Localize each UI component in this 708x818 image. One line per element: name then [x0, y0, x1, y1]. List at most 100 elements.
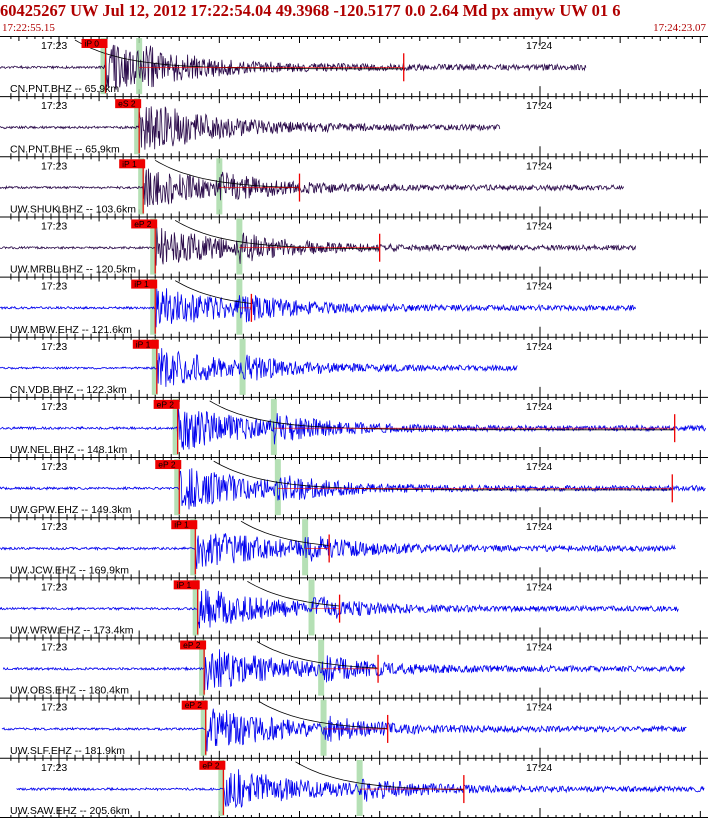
- pick-label: eP 2: [183, 640, 201, 650]
- waveform: [0, 288, 636, 328]
- s-window-band: [302, 519, 309, 576]
- start-time-label: 17:22:55.15: [2, 22, 55, 34]
- coda-curve: [74, 39, 404, 70]
- waveform: [1, 708, 687, 752]
- tick-label-1723: 17:23: [41, 401, 67, 413]
- p-window-band: [134, 98, 141, 155]
- end-time-label: 17:24:23.07: [653, 22, 706, 34]
- waveform: [2, 649, 686, 691]
- p-window-band: [150, 218, 157, 275]
- trace-panel: 17:23 17:24 eP 2 UW.NEL.EHZ -- 148.1km: [0, 396, 708, 458]
- pick-flag: [171, 520, 198, 530]
- trace-panel: 17:23 17:24 iP 1 UW.MBW.EHZ -- 121.6km: [0, 276, 708, 337]
- station-label: UW.SHUK.BHZ -- 103.6km: [10, 203, 136, 215]
- trace-panel: 17:23 17:24 eP 2 UW.SLF.EHZ -- 181.9km: [0, 697, 708, 758]
- s-window-band: [318, 639, 325, 696]
- trace-panel: 17:23 17:24 iP 1 CN.VDB.EHZ -- 122.3km: [0, 336, 708, 397]
- station-label: CN.PNT.BHZ -- 65.9km: [10, 83, 119, 95]
- coda-curve: [174, 220, 380, 250]
- tick-label-1723: 17:23: [41, 461, 67, 473]
- waveform: [0, 533, 676, 569]
- coda-curve: [213, 460, 671, 491]
- s-window-band: [356, 759, 363, 816]
- tick-label-1724: 17:24: [526, 461, 552, 473]
- pick-flag: [131, 219, 158, 229]
- p-window-band: [172, 398, 179, 456]
- pick-flag: [119, 159, 146, 169]
- trace-panel: 17:23 17:24 iP 0 CN.PNT.BHZ -- 65.9km: [0, 36, 708, 97]
- waveform: [0, 44, 587, 90]
- pick-flag: [173, 580, 200, 590]
- tick-label-1724: 17:24: [526, 401, 552, 413]
- trace-panel: 17:23 17:24 eP 2 UW.OBS.EHZ -- 180.4km: [0, 637, 708, 698]
- tick-label-1723: 17:23: [41, 281, 67, 293]
- coda-curve: [155, 159, 300, 189]
- coda-curve: [209, 400, 675, 431]
- pick-label: iP 1: [136, 339, 151, 349]
- p-window-band: [200, 699, 207, 756]
- coda-curve: [175, 280, 252, 304]
- trace-panel: 17:23 17:24 eP 2 UW.SAW.EHZ -- 205.6km: [0, 757, 708, 818]
- s-window-band: [274, 459, 281, 516]
- tick-label-1723: 17:23: [41, 702, 67, 714]
- coda-curve: [240, 520, 330, 546]
- tick-label-1724: 17:24: [526, 100, 552, 112]
- station-label: UW.GPW.EHZ -- 149.3km: [10, 504, 132, 516]
- event-title: 60425267 UW Jul 12, 2012 17:22:54.04 49.…: [0, 1, 621, 20]
- pick-flag: [153, 399, 180, 409]
- pick-flag: [155, 460, 182, 470]
- station-label: UW.SAW.EHZ -- 205.6km: [10, 805, 130, 817]
- event-header: 60425267 UW Jul 12, 2012 17:22:54.04 49.…: [0, 0, 708, 36]
- p-window-band: [138, 158, 145, 215]
- tick-label-1723: 17:23: [41, 762, 67, 774]
- waveform: [0, 468, 706, 510]
- s-window-band: [236, 218, 243, 275]
- pick-flag: [181, 700, 208, 710]
- pick-label: eP 2: [157, 399, 175, 409]
- pick-label: eS 2: [118, 99, 136, 109]
- station-label: UW.MBW.EHZ -- 121.6km: [10, 324, 132, 336]
- tick-label-1723: 17:23: [41, 521, 67, 533]
- pick-label: eP 2: [202, 760, 220, 770]
- trace-panel: 17:23 17:24 eP 2 UW.MRBL.BHZ -- 120.5km: [0, 216, 708, 277]
- tick-label-1724: 17:24: [526, 40, 552, 52]
- trace-panel: 17:23 17:24 iP 1 UW.SHUK.BHZ -- 103.6km: [0, 156, 708, 217]
- p-window-band: [190, 519, 197, 576]
- p-window-band: [100, 38, 107, 95]
- tick-label-1724: 17:24: [526, 160, 552, 172]
- station-label: UW.MRBL.BHZ -- 120.5km: [10, 264, 136, 276]
- station-label: UW.SLF.EHZ -- 181.9km: [10, 745, 125, 757]
- pick-flag: [199, 760, 226, 770]
- tick-label-1724: 17:24: [526, 281, 552, 293]
- p-window-band: [199, 639, 206, 696]
- tick-label-1724: 17:24: [526, 581, 552, 593]
- tick-label-1724: 17:24: [526, 762, 552, 774]
- p-window-band: [151, 338, 158, 395]
- tick-label-1723: 17:23: [41, 100, 67, 112]
- coda-curve: [247, 581, 340, 607]
- pick-label: eP 2: [134, 219, 152, 229]
- waveform: [0, 227, 636, 266]
- coda-curve: [256, 641, 378, 669]
- pick-label: iP 1: [174, 520, 189, 530]
- tick-label-1723: 17:23: [41, 40, 67, 52]
- trace-panel: 17:23 17:24 eP 2 UW.GPW.EHZ -- 149.3km: [0, 457, 708, 518]
- waveform: [0, 106, 501, 150]
- waveform: [0, 168, 625, 207]
- pick-flag: [132, 339, 159, 349]
- coda-curve: [259, 701, 388, 729]
- station-label: UW.WRW.EHZ -- 173.4km: [10, 625, 134, 637]
- tick-label-1724: 17:24: [526, 702, 552, 714]
- pick-label: iP 1: [134, 279, 149, 289]
- pick-label: iP 1: [122, 159, 137, 169]
- pick-flag: [131, 279, 158, 289]
- pick-label: eP 2: [158, 460, 176, 470]
- tick-label-1724: 17:24: [526, 341, 552, 353]
- tick-label-1723: 17:23: [41, 160, 67, 172]
- p-window-band: [192, 579, 199, 636]
- pick-label: eP 2: [185, 700, 203, 710]
- station-label: UW.JCW.EHZ -- 169.9km: [10, 564, 129, 576]
- s-window-band: [136, 38, 143, 95]
- waveform: [0, 408, 706, 450]
